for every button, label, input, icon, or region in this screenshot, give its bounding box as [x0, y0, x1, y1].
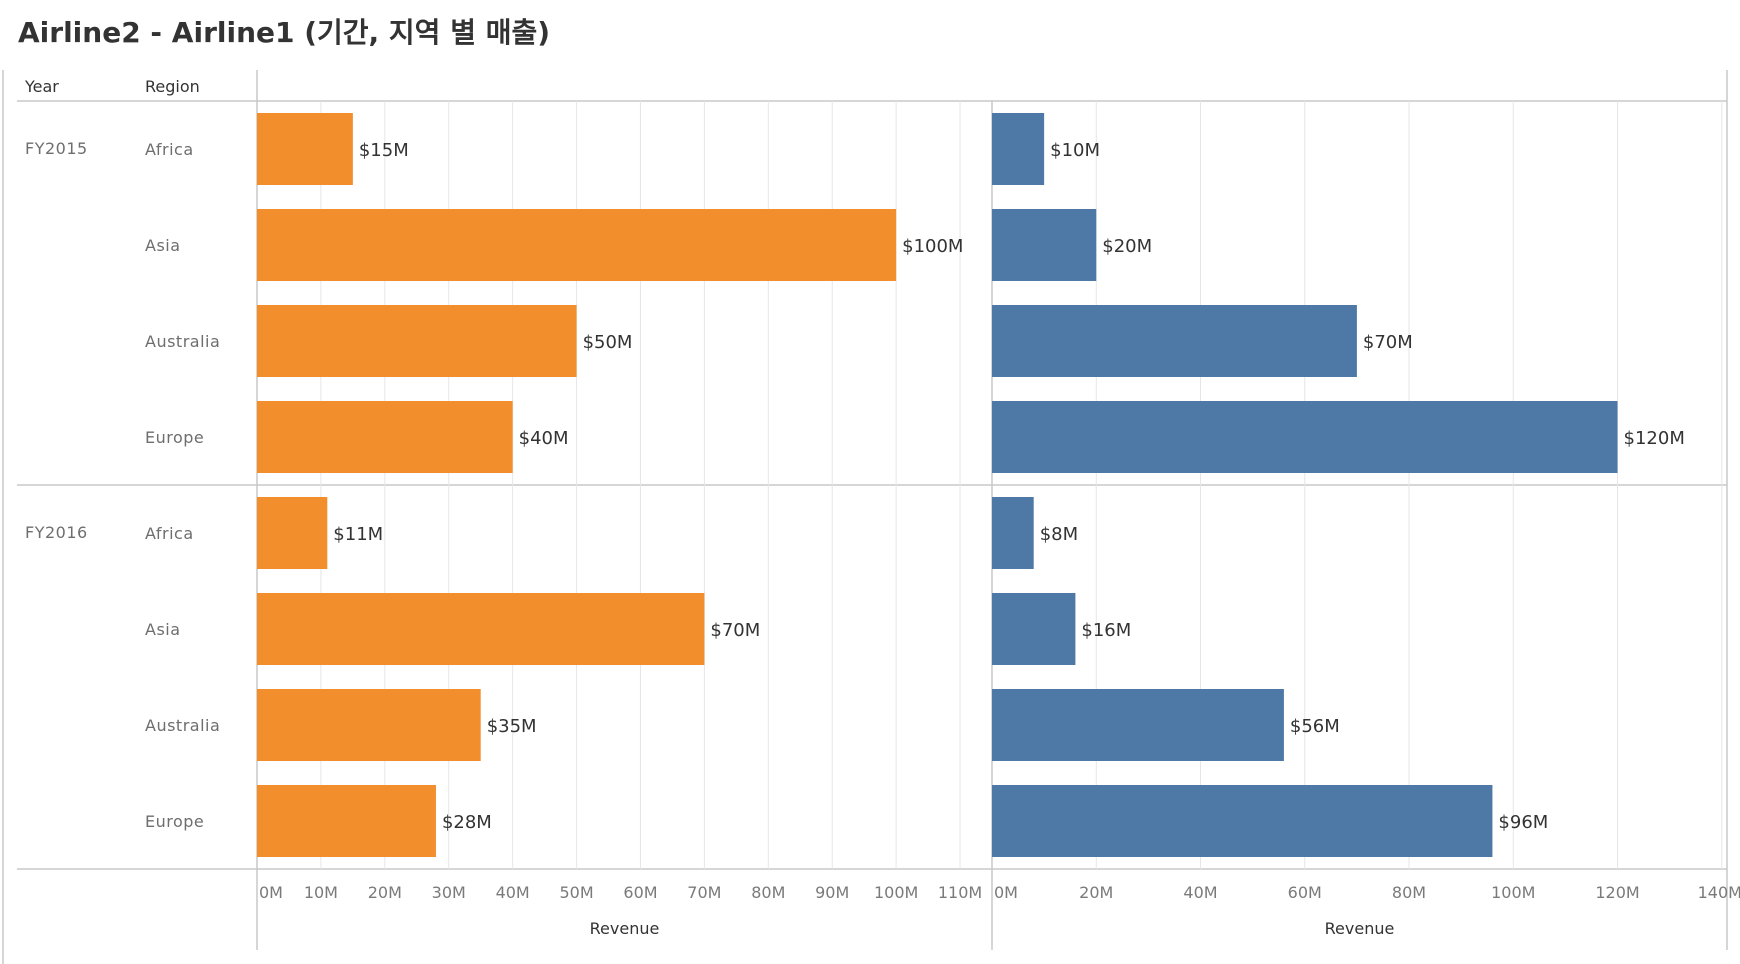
tick-label: 60M: [1288, 883, 1322, 902]
data-label: $11M: [333, 524, 383, 545]
tick-label: 30M: [432, 883, 466, 902]
data-label: $100M: [902, 236, 963, 257]
data-label: $120M: [1624, 428, 1685, 449]
tick-label: 40M: [496, 883, 530, 902]
row-labels: FY2015 Africa Asia Australia Europe FY2016 Afr…: [25, 139, 220, 831]
bar: [257, 305, 577, 377]
data-label: $70M: [710, 620, 760, 641]
data-label: $56M: [1290, 716, 1340, 737]
tick-label: 140M: [1698, 883, 1740, 902]
bar: [992, 113, 1045, 185]
data-label: $10M: [1050, 140, 1100, 161]
tick-label: 80M: [1392, 883, 1426, 902]
data-label: $28M: [442, 812, 492, 833]
data-label: $15M: [359, 140, 409, 161]
tick-label: 80M: [751, 883, 785, 902]
year-column-header: Year: [24, 77, 59, 96]
data-label: $40M: [519, 428, 569, 449]
bar: [257, 209, 897, 281]
region-label: Australia: [145, 332, 220, 351]
tick-label: 100M: [874, 883, 918, 902]
data-label: $8M: [1040, 524, 1078, 545]
bar: [257, 401, 513, 473]
region-label: Africa: [145, 140, 194, 159]
tick-label: 10M: [304, 883, 338, 902]
tick-label: 90M: [815, 883, 849, 902]
data-label: $20M: [1102, 236, 1152, 257]
bar: [257, 497, 328, 569]
x-axis-title: Revenue: [1325, 919, 1395, 938]
bar: [992, 305, 1357, 377]
tick-label: 50M: [559, 883, 593, 902]
data-label: $35M: [487, 716, 537, 737]
tick-label: 70M: [687, 883, 721, 902]
region-label: Australia: [145, 716, 220, 735]
tick-label: 120M: [1595, 883, 1639, 902]
bar: [992, 785, 1493, 857]
x-axis-title: Revenue: [590, 919, 660, 938]
data-label: $16M: [1081, 620, 1131, 641]
region-label: Asia: [145, 236, 181, 255]
data-label: $50M: [583, 332, 633, 353]
airline2-panel: $15M $100M $50M $40M $11M $70M $35M $28M 0M 10M 20…: [257, 101, 982, 938]
bar: [992, 593, 1076, 665]
data-label: $70M: [1363, 332, 1413, 353]
tick-label: 110M: [938, 883, 982, 902]
region-label: Europe: [145, 812, 204, 831]
region-label: Asia: [145, 620, 181, 639]
region-label: Africa: [145, 524, 194, 543]
tick-label: 40M: [1183, 883, 1217, 902]
tick-label: 60M: [623, 883, 657, 902]
chart-title: Airline2 - Airline1 (기간, 지역 별 매출): [18, 16, 550, 49]
tick-label: 100M: [1491, 883, 1535, 902]
bar: [992, 401, 1618, 473]
tick-label: 0M: [259, 883, 283, 902]
year-label: FY2015: [25, 139, 88, 158]
bar: [257, 689, 481, 761]
bar: [992, 209, 1097, 281]
data-label: $96M: [1498, 812, 1548, 833]
airline1-panel: $10M $20M $70M $120M $8M $16M $56M $96M 0M 20M 40M…: [992, 101, 1740, 938]
tick-label: 20M: [1079, 883, 1113, 902]
bar: [257, 113, 353, 185]
bar: [992, 689, 1284, 761]
bar: [257, 785, 436, 857]
bar: [257, 593, 705, 665]
bar: [992, 497, 1034, 569]
tick-label: 20M: [368, 883, 402, 902]
year-label: FY2016: [25, 523, 88, 542]
region-label: Europe: [145, 428, 204, 447]
tick-label: 0M: [994, 883, 1018, 902]
region-column-header: Region: [145, 77, 200, 96]
